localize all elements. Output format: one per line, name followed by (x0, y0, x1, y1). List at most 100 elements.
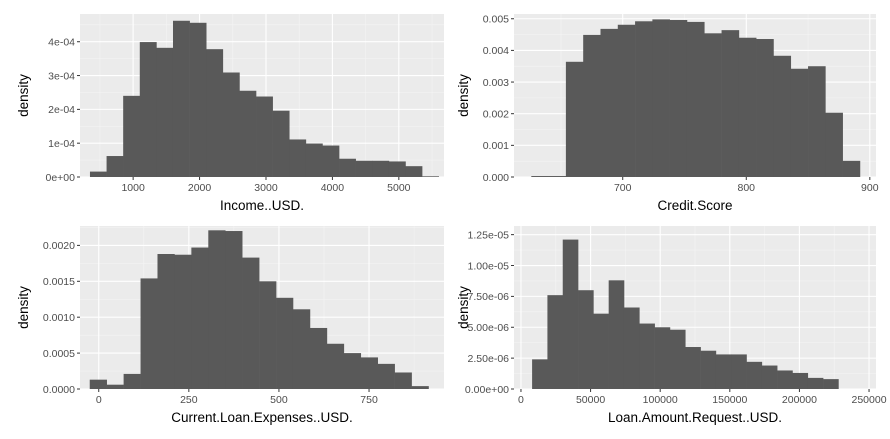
y-tick-label: 0.004 (483, 45, 509, 57)
histogram-bar (756, 39, 774, 178)
x-axis-title: Credit.Score (657, 198, 732, 213)
histogram-bar (206, 49, 224, 178)
y-tick-label: 1.25e-05 (468, 229, 510, 241)
histogram-bar (746, 361, 763, 389)
y-tick-label: 0.0015 (43, 276, 75, 288)
x-tick-label: 50000 (576, 394, 605, 406)
histogram-bar (360, 357, 378, 389)
histogram-bar (377, 363, 395, 389)
y-tick-label: 0.0000 (43, 384, 75, 396)
y-tick-label: 3e-04 (48, 70, 75, 82)
y-tick-label: 0.0020 (43, 240, 75, 252)
histogram-bar (394, 372, 412, 389)
histogram-bar (172, 20, 190, 177)
x-tick-label: 4000 (321, 182, 345, 194)
y-tick-label: 0.0010 (43, 312, 75, 324)
histogram-bar (807, 377, 824, 389)
x-tick-label: 5000 (387, 182, 411, 194)
histogram-bar (686, 21, 705, 177)
y-tick-label: 2.50e-06 (468, 353, 510, 365)
x-tick-label: 750 (360, 394, 378, 406)
histogram-bar (721, 30, 740, 177)
histogram-bar (808, 66, 826, 177)
x-tick-label: 200000 (782, 394, 817, 406)
y-tick-label: 1.00e-05 (468, 260, 510, 272)
histogram-bar (547, 295, 564, 389)
y-axis-title: density (16, 74, 31, 117)
y-tick-label: 5.00e-06 (468, 322, 510, 334)
y-tick-label: 0.005 (483, 14, 509, 26)
histogram-bar (639, 323, 655, 389)
histogram-bar (715, 354, 732, 389)
histogram-bar (123, 95, 141, 177)
y-axis-title: density (456, 286, 471, 329)
histogram-bar (276, 297, 294, 389)
x-tick-label: 0 (96, 394, 102, 406)
x-tick-label: 1000 (121, 182, 145, 194)
histogram-bar (339, 158, 356, 177)
histogram-bar (139, 42, 157, 177)
histogram-bar (842, 160, 861, 177)
chart-panel-1: 1000 2000 3000 4000 5000 0e+00 1e-04 2e-04 3e-04… (16, 14, 444, 213)
histogram-bar (309, 327, 328, 389)
y-axis-title: density (16, 286, 31, 329)
y-tick-label: 0.00e+00 (465, 384, 509, 396)
y-tick-label: 0e+00 (46, 172, 76, 184)
x-tick-label: 100000 (643, 394, 678, 406)
histogram-bar (256, 96, 273, 177)
y-tick-label: 2e-04 (48, 104, 75, 116)
histogram-bar (704, 33, 722, 178)
histogram-bar (123, 373, 141, 389)
y-tick-label: 0.003 (483, 77, 509, 89)
y-tick-label: 0.001 (483, 140, 509, 152)
histogram-bar (222, 72, 240, 177)
histogram-bar (773, 55, 792, 177)
histogram-bar (174, 254, 192, 389)
histogram-bar (388, 161, 406, 177)
x-tick-label: 2000 (188, 182, 212, 194)
histogram-bar (191, 247, 209, 389)
histogram-bar (326, 343, 345, 389)
histogram-bar (825, 112, 843, 177)
y-axis-title: density (456, 74, 471, 117)
histogram-bar (608, 280, 625, 389)
histogram-bar (289, 139, 307, 177)
histogram-bar (731, 354, 747, 389)
histogram-bar (531, 176, 549, 177)
x-axis-title: Current.Loan.Expenses..USD. (171, 410, 353, 425)
histogram-bar (272, 110, 290, 177)
y-tick-label: 7.50e-06 (468, 291, 510, 303)
histogram-bar (583, 34, 601, 178)
histogram-bar (292, 309, 311, 389)
histogram-bar (89, 379, 107, 389)
histogram-bar (372, 160, 390, 177)
histogram-bar (259, 281, 277, 389)
histogram-bar (652, 19, 670, 177)
histogram-bar (140, 278, 158, 389)
histogram-bar (700, 350, 717, 389)
histogram-bar (685, 347, 701, 389)
x-tick-label: 900 (861, 182, 879, 194)
histogram-bar (305, 143, 323, 177)
histogram-bar (343, 353, 362, 389)
histogram-bar (322, 145, 340, 177)
histogram-bar (669, 20, 688, 177)
y-tick-label: 0.002 (483, 108, 509, 120)
x-tick-label: 500 (270, 394, 288, 406)
histogram-bar (405, 166, 423, 177)
y-tick-label: 0.000 (483, 172, 509, 184)
y-tick-label: 0.0005 (43, 348, 75, 360)
histogram-bar (777, 370, 793, 389)
histogram-bar (106, 384, 124, 389)
histogram-bar (790, 68, 809, 177)
histogram-bar (600, 28, 619, 177)
histogram-bar (106, 156, 124, 177)
histogram-bar (635, 21, 653, 177)
chart-panel-3: 0 250 500 750 0.0000 0.0005 0.0010 0.0015 0.0020… (16, 226, 444, 425)
x-tick-label: 150000 (712, 394, 747, 406)
y-tick-label: 4e-04 (48, 37, 75, 49)
histogram-bar (823, 379, 839, 389)
x-axis-title: Loan.Amount.Request..USD. (608, 410, 782, 425)
y-tick-label: 1e-04 (48, 138, 75, 150)
